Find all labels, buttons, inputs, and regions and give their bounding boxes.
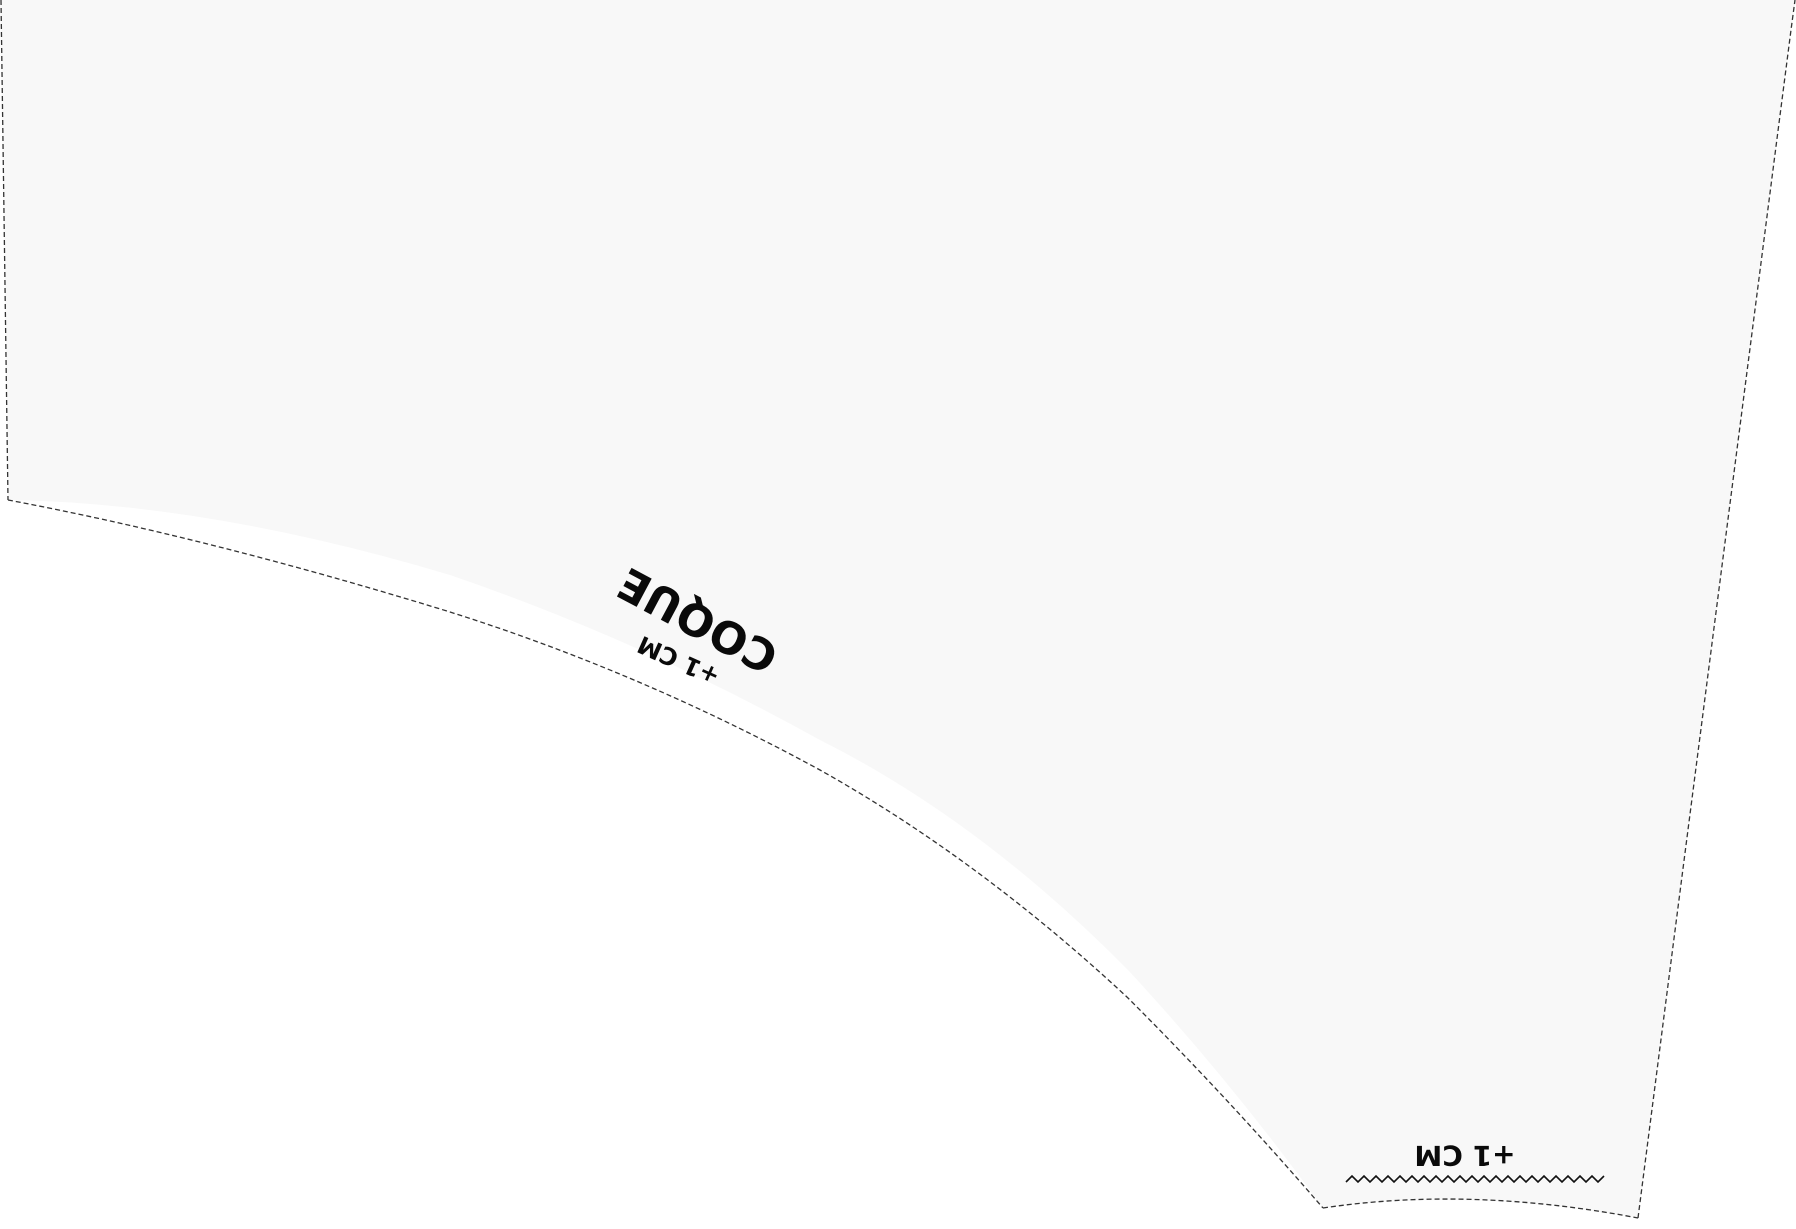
seam-allowance-hem-label: +1 CM [1414, 1139, 1515, 1172]
